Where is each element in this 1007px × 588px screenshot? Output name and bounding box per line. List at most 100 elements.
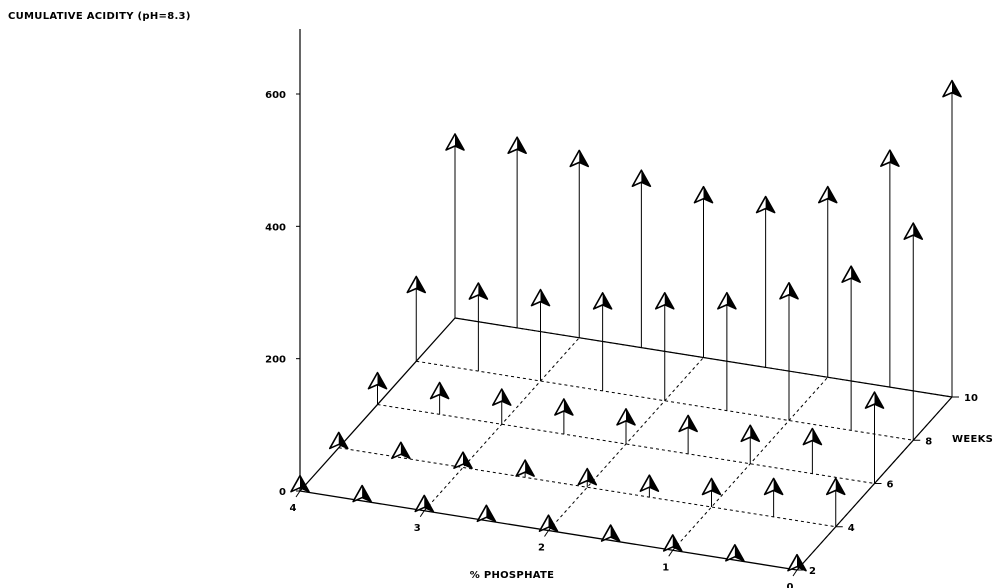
data-point <box>802 427 823 474</box>
marker-shade <box>626 408 635 425</box>
data-point <box>678 414 698 454</box>
x-tick-mark-4 <box>295 490 301 498</box>
data-point <box>429 381 450 415</box>
data-point <box>569 149 590 338</box>
data-point <box>763 477 784 517</box>
data-point <box>787 553 807 572</box>
marker-shade <box>889 150 899 167</box>
data-point <box>367 371 388 405</box>
data-point <box>654 292 675 401</box>
data-point <box>453 451 473 469</box>
z-tick-label-200: 200 <box>265 355 286 366</box>
marker-shade <box>587 468 597 485</box>
z-tick-label-400: 400 <box>265 222 286 233</box>
marker-shade <box>338 432 348 449</box>
data-point <box>662 534 683 552</box>
marker-shade <box>517 137 527 154</box>
marker-shade <box>540 289 550 306</box>
data-point <box>414 494 435 513</box>
marker-shade <box>827 186 837 203</box>
data-point <box>864 391 885 484</box>
marker-shade <box>362 485 372 502</box>
data-point <box>577 467 598 488</box>
x-tick-label-2: 2 <box>538 543 545 554</box>
x-tick-label-0: 0 <box>787 582 794 588</box>
y-tick-label-2: 2 <box>809 566 816 577</box>
data-point <box>538 514 559 532</box>
data-point <box>825 477 846 527</box>
marker-shade <box>703 186 713 203</box>
data-point <box>841 265 861 431</box>
marker-shade <box>765 196 775 213</box>
marker-shade <box>525 460 535 477</box>
data-point <box>554 398 574 435</box>
marker-shade <box>797 554 806 571</box>
data-point <box>391 441 411 460</box>
axes <box>295 29 959 577</box>
marker-shade <box>602 292 612 309</box>
marker-shade <box>726 292 736 309</box>
marker-shade <box>672 534 682 551</box>
marker-shade <box>874 392 884 409</box>
y-axis-label: WEEKS <box>952 434 993 445</box>
data-point <box>468 282 489 372</box>
y-tick-label-10: 10 <box>964 393 978 404</box>
data-point <box>328 431 349 450</box>
marker-shade <box>455 133 464 150</box>
stems <box>290 79 962 572</box>
data-point <box>476 504 497 523</box>
marker-shade <box>486 505 496 522</box>
marker-shade <box>789 282 798 299</box>
data-point <box>616 408 636 444</box>
data-point <box>717 291 737 411</box>
marker-shade <box>750 425 760 442</box>
y-tick-label-4: 4 <box>848 523 855 534</box>
x-tick-label-1: 1 <box>662 562 669 573</box>
marker-shade <box>300 475 309 492</box>
y-tick-label-8: 8 <box>925 436 932 447</box>
marker-shade <box>478 283 488 300</box>
data-point <box>725 544 745 562</box>
data-point <box>406 275 427 362</box>
marker-shade <box>649 475 659 492</box>
marker-shade <box>851 266 861 283</box>
data-point <box>693 185 714 358</box>
data-point <box>942 79 962 397</box>
data-point <box>290 474 310 493</box>
marker-shade <box>548 515 558 532</box>
marker-shade <box>501 389 511 406</box>
marker-shade <box>913 223 923 240</box>
marker-shade <box>563 398 573 415</box>
x-tick-label-4: 4 <box>290 503 297 514</box>
data-point <box>445 133 465 318</box>
x-tick-mark-2 <box>544 530 549 537</box>
marker-shade <box>773 478 783 495</box>
x-tick-mark-3 <box>419 510 425 518</box>
y-tick-label-6: 6 <box>887 480 894 491</box>
marker-shade <box>610 525 620 542</box>
data-point <box>592 292 613 391</box>
x-tick-label-3: 3 <box>414 523 421 534</box>
marker-shade <box>711 478 721 495</box>
marker-shade <box>377 372 387 389</box>
data-point <box>639 474 660 498</box>
data-point <box>903 222 924 441</box>
data-point <box>740 424 761 464</box>
marker-shade <box>400 442 410 459</box>
data-point <box>755 195 776 368</box>
data-point <box>491 388 512 425</box>
marker-shade <box>439 382 449 399</box>
data-point <box>507 136 527 328</box>
data-point <box>530 288 551 381</box>
data-point <box>515 459 535 478</box>
data-point <box>701 477 722 507</box>
marker-shade <box>664 292 674 309</box>
marker-shade <box>416 276 426 293</box>
x-axis-label: % PHOSPHATE <box>470 570 555 581</box>
chart-title: CUMULATIVE ACIDITY (pH=8.3) <box>8 11 191 22</box>
marker-shade <box>424 495 434 512</box>
data-point <box>880 149 900 388</box>
marker-shade <box>812 428 822 445</box>
